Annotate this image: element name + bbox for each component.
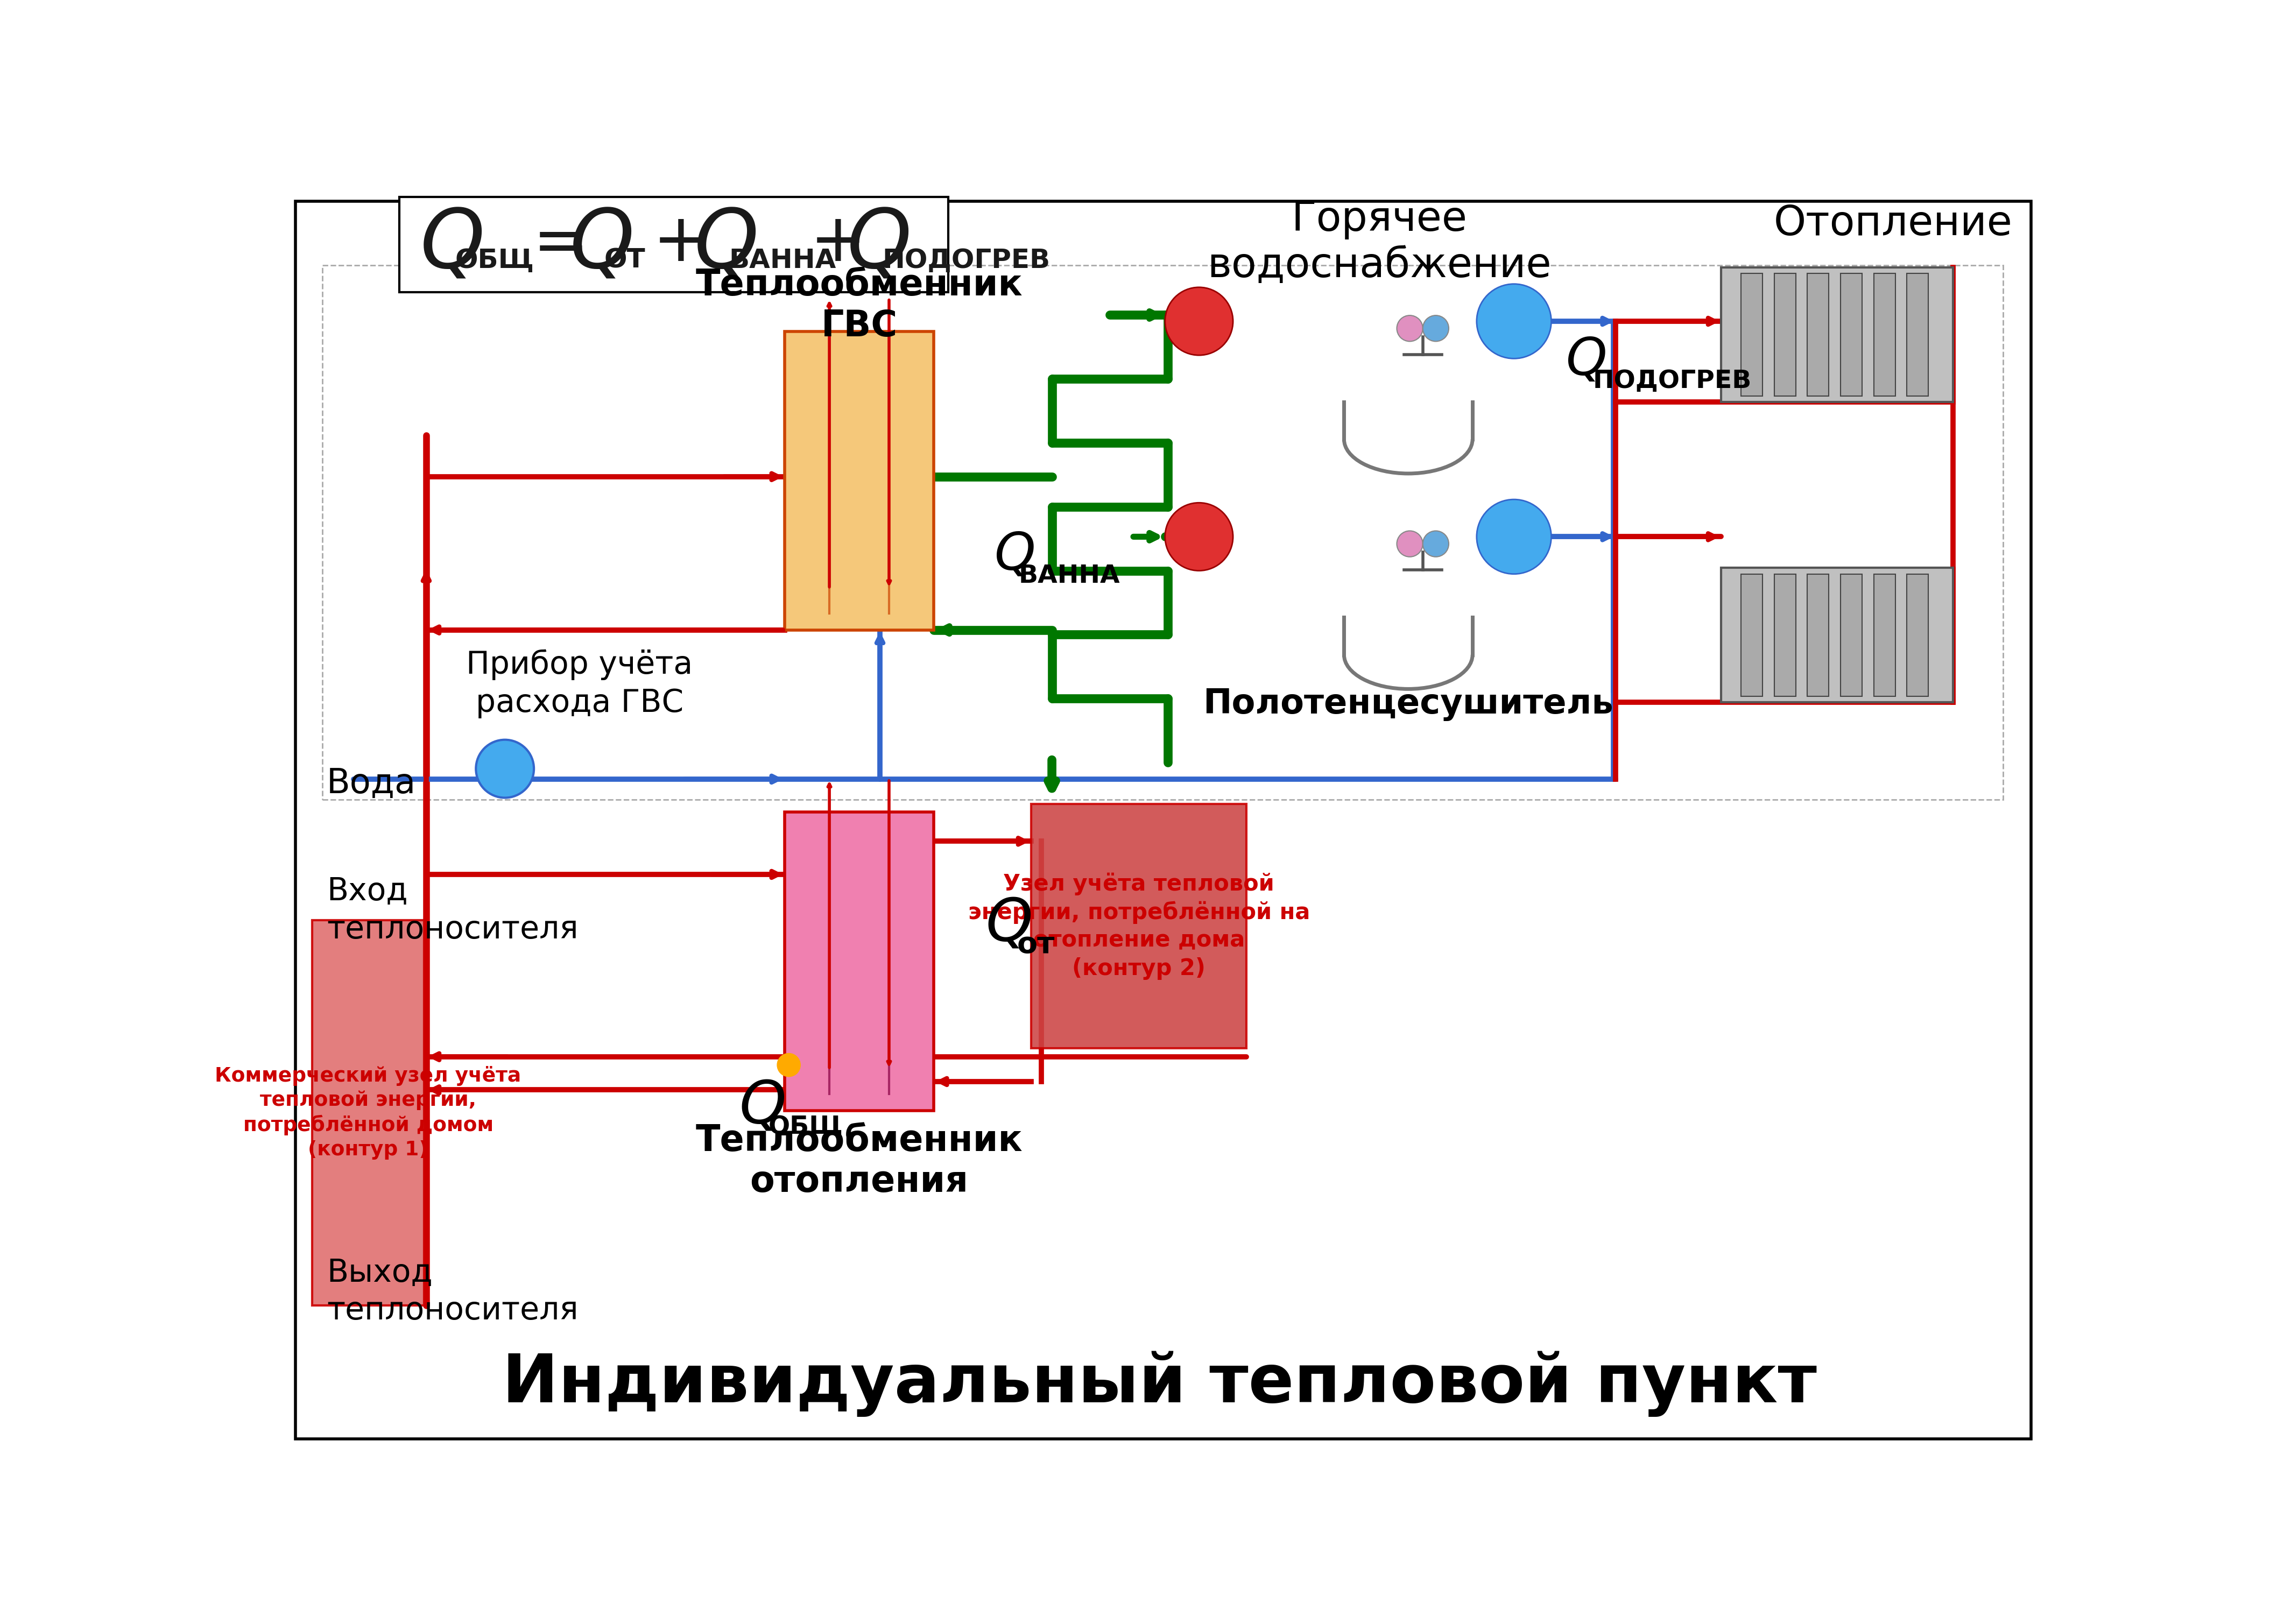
FancyBboxPatch shape [1775, 273, 1796, 396]
Text: от: от [1017, 931, 1056, 960]
Text: $Q$: $Q$ [570, 205, 631, 284]
FancyBboxPatch shape [1807, 573, 1830, 697]
Text: Полотенцесушитель: Полотенцесушитель [1203, 689, 1614, 721]
FancyBboxPatch shape [1873, 573, 1895, 697]
Text: $Q$: $Q$ [420, 205, 484, 284]
Text: ВАННА: ВАННА [729, 247, 835, 273]
Circle shape [1478, 500, 1550, 573]
Text: Узел учёта тепловой
энергии, потреблённой на
отопление дома
(контур 2): Узел учёта тепловой энергии, потреблённо… [967, 872, 1310, 979]
FancyBboxPatch shape [1775, 573, 1796, 697]
FancyBboxPatch shape [1741, 273, 1762, 396]
Text: Вход
теплоносителя: Вход теплоносителя [327, 877, 579, 945]
FancyBboxPatch shape [785, 331, 933, 630]
Circle shape [1423, 315, 1448, 341]
FancyBboxPatch shape [1841, 573, 1861, 697]
Text: $Q$: $Q$ [847, 205, 910, 284]
Text: Индивидуальный тепловой пункт: Индивидуальный тепловой пункт [502, 1351, 1816, 1418]
FancyBboxPatch shape [1031, 804, 1246, 1049]
Text: Выход
теплоносителя: Выход теплоносителя [327, 1257, 579, 1327]
Text: ОТ: ОТ [604, 247, 645, 273]
Text: Отопление: Отопление [1773, 205, 2013, 244]
Circle shape [1396, 315, 1423, 341]
Circle shape [1165, 503, 1233, 570]
Circle shape [1478, 284, 1550, 359]
Text: ОБЩ: ОБЩ [456, 247, 533, 273]
Circle shape [776, 1054, 801, 1077]
FancyBboxPatch shape [1807, 273, 1830, 396]
FancyBboxPatch shape [785, 812, 933, 1111]
FancyBboxPatch shape [1721, 568, 1952, 703]
Text: Теплообменник
ГВС: Теплообменник ГВС [695, 268, 1024, 344]
FancyBboxPatch shape [1907, 573, 1927, 697]
Text: $Q$: $Q$ [1566, 335, 1605, 387]
Circle shape [1396, 531, 1423, 557]
Text: $+$: $+$ [651, 209, 701, 274]
Text: $Q$: $Q$ [692, 205, 756, 284]
FancyBboxPatch shape [400, 197, 949, 292]
FancyBboxPatch shape [1873, 273, 1895, 396]
Text: Прибор учёта
расхода ГВС: Прибор учёта расхода ГВС [465, 650, 692, 718]
FancyBboxPatch shape [1907, 273, 1927, 396]
Text: $Q$: $Q$ [994, 529, 1035, 581]
Text: ВАННА: ВАННА [1019, 564, 1121, 588]
Text: Теплообменник
отопления: Теплообменник отопления [695, 1124, 1024, 1200]
Text: ПОДОГРЕВ: ПОДОГРЕВ [883, 247, 1051, 273]
FancyBboxPatch shape [1721, 268, 1952, 403]
FancyBboxPatch shape [313, 919, 424, 1306]
FancyBboxPatch shape [1841, 273, 1861, 396]
Text: $Q$: $Q$ [740, 1078, 785, 1135]
Text: Коммерческий узел учёта
тепловой энергии,
потреблённой домом
(контур 1): Коммерческий узел учёта тепловой энергии… [216, 1065, 522, 1160]
Text: $+$: $+$ [810, 209, 860, 274]
Circle shape [1423, 531, 1448, 557]
Text: Вода: Вода [327, 767, 415, 801]
Text: ОБЩ: ОБЩ [767, 1116, 842, 1140]
Text: $Q$: $Q$ [985, 895, 1031, 953]
Text: Горячее
водоснабжение: Горячее водоснабжение [1208, 200, 1550, 286]
Circle shape [1165, 287, 1233, 356]
Text: ПОДОГРЕВ: ПОДОГРЕВ [1594, 369, 1752, 393]
FancyBboxPatch shape [1741, 573, 1762, 697]
Circle shape [477, 741, 533, 797]
Text: $=$: $=$ [520, 209, 583, 274]
